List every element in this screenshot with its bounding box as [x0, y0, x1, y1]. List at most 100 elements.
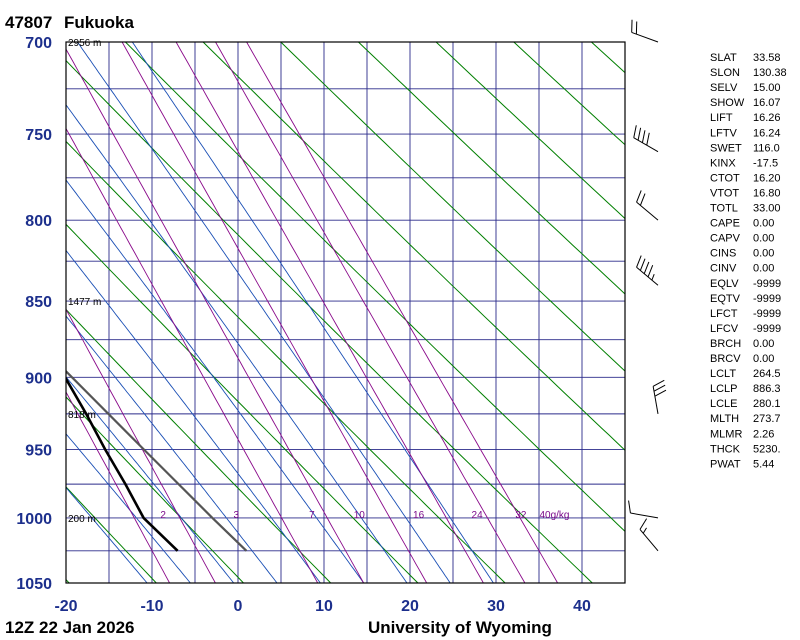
station-id: 47807	[5, 13, 52, 32]
station-name: Fukuoka	[64, 13, 134, 32]
pressure-tick-label: 700	[25, 35, 52, 52]
index-value: 0.00	[753, 248, 774, 260]
dry-adiabat	[66, 396, 245, 583]
mixing-ratio-label: 40g/kg	[539, 510, 569, 521]
moist-adiabat	[66, 179, 365, 583]
index-value: 280.1	[753, 398, 781, 410]
wind-barb	[652, 379, 667, 414]
mixing-ratio-lines	[66, 42, 559, 583]
mixing-ratio-label: 24	[472, 510, 484, 521]
parcel-path-line	[66, 369, 248, 552]
observation-time: 12Z 22 Jan 2026	[5, 618, 134, 637]
pressure-tick-labels: 700 750 800 850 900 950 1000 1050	[16, 35, 52, 593]
height-labels: 2956 m 1477 m 818 m 200 m	[68, 38, 101, 525]
index-name: CTOT	[710, 172, 740, 184]
data-source: University of Wyoming	[368, 618, 552, 637]
index-name: BRCH	[710, 338, 741, 350]
index-name: SLON	[710, 67, 740, 79]
index-value: 0.00	[753, 353, 774, 365]
temperature-tick-label: -10	[140, 598, 163, 615]
index-value: -17.5	[753, 157, 778, 169]
mixing-ratio-line	[66, 308, 216, 583]
index-value: 273.7	[753, 413, 781, 425]
pressure-tick-label: 800	[25, 213, 52, 230]
index-name: TOTL	[710, 203, 738, 215]
index-value: 2.26	[753, 428, 774, 440]
index-value: 5230.	[753, 443, 781, 455]
mixing-ratio-line	[246, 42, 559, 583]
wind-barb	[631, 19, 659, 43]
wind-barbs	[628, 19, 667, 552]
temperature-tick-label: 40	[573, 598, 591, 615]
isobar-isotherm-grid	[65, 41, 626, 584]
dry-adiabat	[357, 42, 625, 295]
mixing-ratio-line	[214, 42, 526, 583]
height-label: 2956 m	[68, 38, 101, 49]
index-value: 16.07	[753, 97, 781, 109]
wind-barb	[636, 255, 659, 286]
moist-adiabat	[66, 249, 321, 583]
index-value: 15.00	[753, 82, 781, 94]
dry-adiabat	[66, 223, 419, 583]
index-name: LIFT	[710, 112, 733, 124]
mixing-ratio-label: 3	[233, 510, 239, 521]
index-name: SWET	[710, 142, 742, 154]
temperature-tick-label: 0	[234, 598, 243, 615]
temperature-tick-labels: -20 -10 0 10 20 30 40	[54, 598, 591, 615]
mixing-ratio-line	[66, 127, 319, 583]
temperature-tick-label: 30	[487, 598, 505, 615]
index-name: MLMR	[710, 428, 742, 440]
dry-adiabat	[66, 59, 594, 583]
index-name: EQLV	[710, 278, 739, 290]
adiabat-lines	[66, 42, 625, 583]
dry-adiabat	[66, 140, 506, 583]
index-value: 0.00	[753, 218, 774, 230]
plot-frame	[65, 41, 626, 584]
dry-adiabat	[66, 486, 157, 583]
index-name: SHOW	[710, 97, 745, 109]
index-name: CINV	[710, 263, 737, 275]
index-value: 0.00	[753, 263, 774, 275]
mixing-ratio-label: 32	[515, 510, 527, 521]
index-value: -9999	[753, 308, 781, 320]
index-value: 16.24	[753, 127, 781, 139]
temperature-tick-label: 20	[401, 598, 419, 615]
moist-adiabat	[76, 42, 451, 583]
index-name: LFCT	[710, 308, 738, 320]
index-value: 33.58	[753, 52, 781, 64]
index-name: KINX	[710, 157, 736, 169]
index-name: VTOT	[710, 187, 739, 199]
index-value: 16.80	[753, 187, 781, 199]
mixing-ratio-label: 16	[413, 510, 425, 521]
mixing-ratio-line	[66, 391, 171, 583]
stability-index-list: SLAT 33.58 SLON 130.38 SELV 15.00 SHOW 16.07 LIF…	[710, 52, 787, 470]
temperature-tick-label: -20	[54, 598, 77, 615]
index-value: 130.38	[753, 67, 787, 79]
index-value: 886.3	[753, 383, 781, 395]
moist-adiabat	[66, 433, 191, 583]
pressure-tick-label: 1000	[16, 511, 52, 528]
pressure-tick-label: 750	[25, 127, 52, 144]
pressure-tick-label: 850	[25, 294, 52, 311]
index-value: -9999	[753, 293, 781, 305]
index-name: LCLE	[710, 398, 738, 410]
index-name: BRCV	[710, 353, 741, 365]
index-value: 5.44	[753, 458, 774, 470]
wind-barb	[636, 190, 659, 221]
mixing-ratio-line	[175, 42, 484, 583]
height-label: 1477 m	[68, 297, 101, 308]
index-name: CAPV	[710, 233, 741, 245]
index-value: 264.5	[753, 368, 781, 380]
mixing-ratio-label: 7	[309, 510, 315, 521]
index-name: EQTV	[710, 293, 741, 305]
height-label: 818 m	[68, 410, 96, 421]
index-value: 16.26	[753, 112, 781, 124]
moist-adiabat	[66, 376, 235, 583]
temperature-tick-label: 10	[315, 598, 333, 615]
index-value: 0.00	[753, 338, 774, 350]
mixing-ratio-labels: 2 3 7 10 16 24 32 40g/kg	[160, 510, 569, 521]
index-name: PWAT	[710, 458, 741, 470]
index-name: MLTH	[710, 413, 739, 425]
index-value: 0.00	[753, 233, 774, 245]
